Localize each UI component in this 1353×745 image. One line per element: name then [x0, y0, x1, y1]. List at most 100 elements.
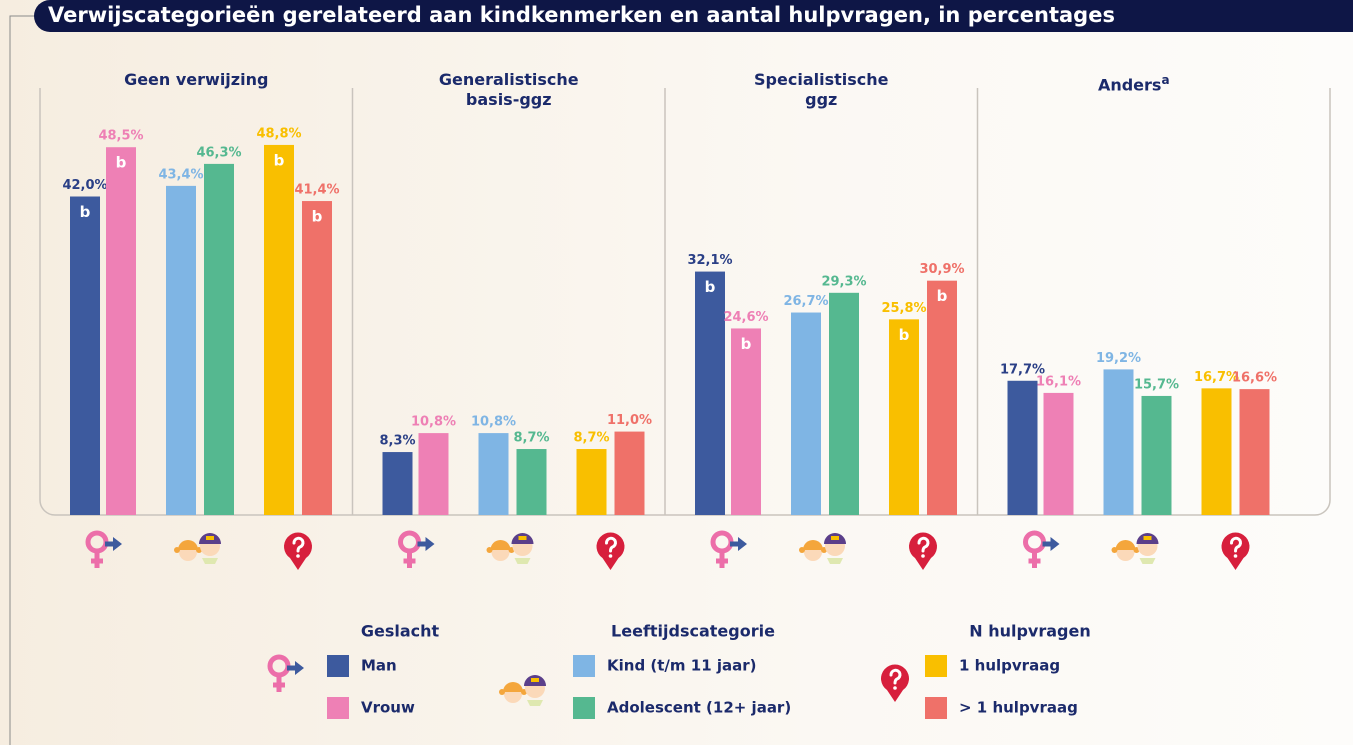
icon-part [1029, 551, 1041, 568]
bar [615, 432, 645, 515]
bar [1044, 393, 1074, 515]
chart: 42,0%b48,5%b43,4%46,3%48,8%b41,4%b8,3%10… [0, 0, 1353, 745]
icon-part [515, 558, 531, 564]
legend-label: 1 hulpvraag [959, 657, 1060, 675]
category-text: Anders [1098, 75, 1162, 94]
question-icon [284, 533, 312, 570]
icon-part [527, 700, 543, 706]
bar [264, 145, 294, 515]
kids-icon [174, 533, 221, 564]
value-label: 41,4% [294, 183, 339, 198]
icon-part [174, 547, 180, 553]
icon-part [921, 554, 925, 558]
icon-part [1051, 537, 1060, 551]
icon-part [831, 536, 839, 540]
gender-icon [713, 533, 747, 568]
bar [1240, 389, 1270, 515]
bar [829, 293, 859, 515]
value-label: 16,6% [1232, 371, 1277, 386]
icon-part [713, 533, 731, 551]
page: 42,0%b48,5%b43,4%46,3%48,8%b41,4%b8,3%10… [0, 0, 1353, 745]
icon-part [609, 554, 613, 558]
legend-label: Kind (t/m 11 jaar) [607, 657, 757, 675]
legend-title: Geslacht [361, 622, 440, 641]
value-label: 15,7% [1134, 377, 1179, 392]
bar [731, 328, 761, 515]
category-text: Specialistische ggz [754, 70, 888, 109]
bar [1104, 369, 1134, 515]
bar [479, 433, 509, 515]
legend-title: N hulpvragen [969, 622, 1091, 641]
bar [70, 197, 100, 516]
icon-part [716, 551, 728, 568]
question-icon [881, 665, 909, 702]
bar [204, 164, 234, 515]
icon-part [273, 675, 285, 692]
value-label: 42,0% [62, 178, 107, 193]
bar [1202, 388, 1232, 515]
icon-part [295, 661, 304, 675]
bar-annotation: b [937, 287, 948, 305]
category-label: Specialistische ggz [671, 70, 971, 110]
bar [419, 433, 449, 515]
kids-icon [799, 533, 846, 564]
icon-part [178, 540, 198, 550]
icon-part [401, 533, 419, 551]
legend-label: Man [361, 657, 397, 675]
icon-part [206, 536, 214, 540]
value-label: 8,7% [573, 431, 609, 446]
bar-annotation: b [741, 335, 752, 353]
category-note: a [1161, 73, 1169, 87]
bar [927, 281, 957, 515]
icon-part [202, 558, 218, 564]
icon-part [404, 551, 416, 568]
value-label: 16,1% [1036, 374, 1081, 389]
icon-part [426, 537, 435, 551]
legend-label: > 1 hulpvraag [959, 699, 1078, 717]
bar-annotation: b [899, 326, 910, 344]
category-text: Geen verwijzing [124, 70, 268, 89]
icon-part [296, 554, 300, 558]
legend-label: Vrouw [361, 699, 415, 717]
legend-swatch [573, 655, 595, 677]
gender-icon [270, 657, 304, 692]
icon-part [503, 682, 523, 692]
category-label: Generalistische basis-ggz [359, 70, 659, 110]
value-label: 26,7% [783, 294, 828, 309]
icon-part [738, 537, 747, 551]
icon-part [499, 689, 505, 695]
icon-part [827, 558, 843, 564]
chart-title: Verwijscategorieën gerelateerd aan kindk… [34, 0, 1353, 32]
icon-part [1112, 547, 1118, 553]
value-label: 46,3% [196, 145, 241, 160]
bar [106, 147, 136, 515]
bar [889, 319, 919, 515]
bar [1008, 381, 1038, 515]
value-label: 8,3% [379, 434, 415, 449]
value-label: 11,0% [607, 413, 652, 428]
legend-label: Adolescent (12+ jaar) [607, 699, 791, 717]
icon-part [270, 657, 288, 675]
kids-icon [487, 533, 534, 564]
value-label: 32,1% [687, 253, 732, 268]
icon-part [519, 536, 527, 540]
value-label: 48,5% [98, 129, 143, 144]
bar-annotation: b [80, 203, 91, 221]
legend-title: Leeftijdscategorie [611, 622, 775, 641]
value-label: 19,2% [1096, 351, 1141, 366]
icon-part [88, 533, 106, 551]
bar [302, 201, 332, 515]
bar [383, 452, 413, 515]
bar-annotation: b [116, 154, 127, 172]
bar-annotation: b [274, 151, 285, 169]
value-label: 8,7% [513, 431, 549, 446]
bar-annotation: b [705, 278, 716, 296]
value-label: 10,8% [471, 415, 516, 430]
icon-part [531, 678, 539, 682]
gender-icon [1026, 533, 1060, 568]
icon-part [1140, 558, 1156, 564]
question-icon [909, 533, 937, 570]
bar [791, 313, 821, 515]
bar [517, 449, 547, 515]
value-label: 43,4% [158, 167, 203, 182]
